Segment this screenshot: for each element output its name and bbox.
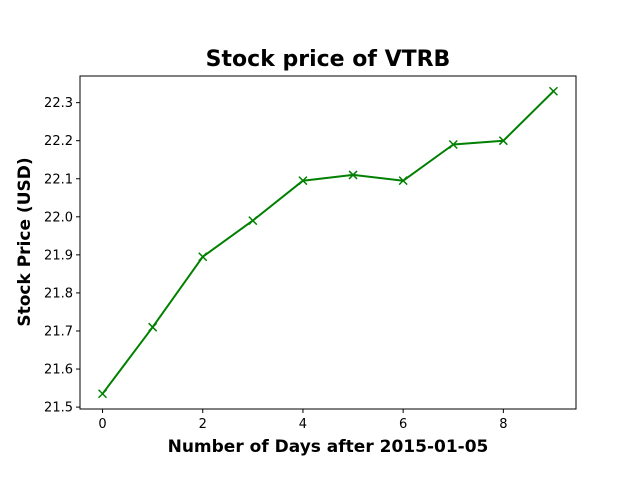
data-point-marker: [248, 216, 258, 226]
x-tick-label: 8: [499, 417, 507, 432]
y-tick-label: 22.3: [44, 96, 73, 111]
data-point-marker: [398, 176, 408, 186]
y-tick-label: 21.7: [44, 324, 73, 339]
data-point-marker: [298, 176, 308, 186]
y-tick-label: 21.8: [44, 286, 73, 301]
data-point-marker: [498, 136, 508, 146]
x-axis: 0 2 4 6 8: [98, 409, 507, 432]
data-point-marker: [198, 252, 208, 262]
y-tick-label: 21.6: [44, 363, 73, 378]
y-tick-label: 22.2: [44, 134, 73, 149]
series-line: [101, 90, 555, 395]
chart-title: Stock price of VTRB: [206, 47, 451, 72]
series-markers: [98, 86, 558, 399]
x-axis-label: Number of Days after 2015-01-05: [168, 437, 489, 457]
data-point-marker: [548, 86, 558, 96]
data-point-marker: [348, 170, 358, 180]
data-point-marker: [148, 322, 158, 332]
y-axis-label: Stock Price (USD): [15, 157, 35, 326]
y-tick-label: 21.9: [44, 248, 73, 263]
y-tick-label: 22.0: [44, 210, 73, 225]
x-tick-label: 4: [299, 417, 307, 432]
y-tick-label: 21.5: [44, 401, 73, 416]
data-point-marker: [448, 139, 458, 150]
x-tick-label: 0: [98, 417, 106, 432]
plot-area: [79, 75, 577, 410]
x-tick-label: 2: [199, 417, 207, 432]
y-tick-label: 22.1: [44, 172, 73, 187]
x-tick-label: 6: [399, 417, 407, 432]
y-axis: 21.5 21.6 21.7 21.8 21.9 22.0 22.1 22.2 22.3: [44, 96, 80, 416]
data-point-marker: [98, 389, 108, 399]
